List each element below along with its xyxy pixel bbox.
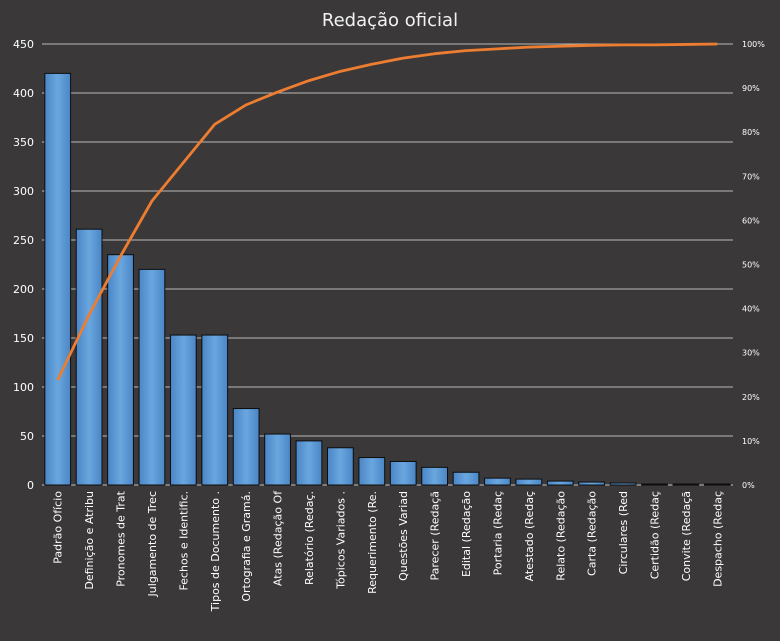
x-tick-label: Relato (Redação	[554, 491, 567, 581]
bar	[421, 466, 448, 486]
bar	[232, 408, 260, 486]
x-tick-label: Tipos de Documento .	[209, 491, 222, 612]
y-tick-label: 350	[13, 136, 34, 149]
y-tick-label: 100	[13, 381, 34, 394]
left-y-axis: 0 50 100 150 200 250 300 350 400 450	[13, 38, 34, 492]
x-tick-label: Tópicos Variados .	[334, 491, 347, 590]
x-tick-label: Relatório (Redaç.	[303, 491, 316, 585]
x-tick-label: Julgamento de Trec	[146, 491, 159, 597]
x-tick-label: Portaria (Redaç	[491, 491, 504, 575]
bar	[609, 482, 637, 486]
y2-tick-label: 30%	[742, 349, 760, 358]
x-tick-label: Atestado (Redaç	[523, 491, 536, 581]
x-axis: Padrão Ofício Definição e Atribu Pronomes …	[52, 490, 725, 612]
y-tick-label: 300	[13, 185, 34, 198]
bar-series	[44, 72, 731, 486]
y2-tick-label: 0%	[742, 481, 755, 490]
bar	[452, 471, 480, 486]
bar	[515, 478, 543, 486]
bar	[484, 477, 511, 486]
bar	[138, 268, 166, 486]
x-tick-label: Despacho (Redaç	[711, 491, 724, 587]
y-tick-label: 50	[20, 430, 34, 443]
x-tick-label: Requerimento (Re.	[366, 491, 379, 594]
y-tick-label: 450	[13, 38, 34, 51]
x-tick-label: Fechos e Identific.	[177, 491, 190, 591]
bar	[389, 460, 417, 486]
y2-tick-label: 100%	[742, 40, 765, 49]
bar	[641, 483, 668, 486]
bar	[703, 483, 731, 486]
x-tick-label: Edital (Redação	[460, 491, 473, 577]
x-tick-label: Padrão Ofício	[52, 491, 65, 564]
x-tick-label: Atas (Redação Of	[272, 490, 285, 586]
bar	[264, 433, 291, 486]
y-tick-label: 150	[13, 332, 34, 345]
y2-tick-label: 90%	[742, 84, 760, 93]
y2-tick-label: 40%	[742, 305, 760, 314]
cumulative-line-series	[56, 42, 718, 381]
y2-tick-label: 70%	[742, 172, 760, 181]
x-tick-label: Definição e Atribu	[83, 491, 96, 590]
y2-tick-label: 50%	[742, 261, 760, 270]
x-tick-label: Ortografia e Gramá.	[240, 491, 253, 602]
y2-tick-label: 20%	[742, 393, 760, 402]
bar	[201, 334, 229, 486]
x-tick-label: Parecer (Redaçã	[429, 491, 442, 580]
bar	[546, 480, 574, 486]
y-tick-label: 200	[13, 283, 34, 296]
y-tick-label: 0	[27, 479, 34, 492]
bar	[169, 334, 197, 486]
bar	[44, 72, 72, 486]
cumulative-line	[56, 42, 718, 381]
right-y-axis: 0% 10% 20% 30% 40% 50% 60% 70% 80% 90% 100%	[742, 40, 765, 490]
x-tick-label: Circulares (Red	[617, 491, 630, 574]
bar	[578, 481, 606, 486]
bar	[327, 447, 354, 486]
chart-title: Redação oficial	[322, 10, 458, 31]
x-tick-label: Questões Variad	[397, 491, 410, 581]
y-tick-label: 400	[13, 87, 34, 100]
x-tick-label: Carta (Redação	[586, 491, 599, 576]
x-tick-label: Convite (Redaçã	[680, 491, 693, 581]
y2-tick-label: 60%	[742, 216, 760, 225]
bar	[75, 228, 103, 486]
y2-tick-label: 80%	[742, 128, 760, 137]
bar	[107, 254, 134, 486]
x-tick-label: Pronomes de Trat	[115, 490, 128, 586]
x-tick-label: Certidão (Redaç	[648, 491, 661, 579]
bar	[358, 457, 386, 486]
y-tick-label: 250	[13, 234, 34, 247]
bar	[672, 483, 700, 486]
bar	[295, 440, 323, 486]
y2-tick-label: 10%	[742, 437, 760, 446]
